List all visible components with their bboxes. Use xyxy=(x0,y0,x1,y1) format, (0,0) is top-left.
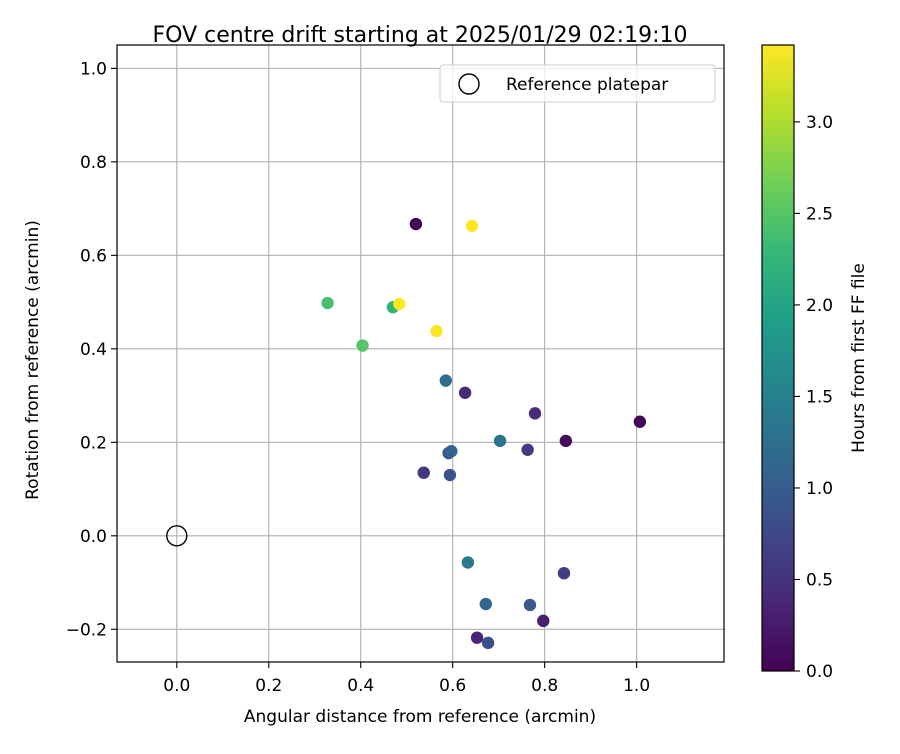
legend-marker-circle xyxy=(458,73,480,95)
data-point xyxy=(445,444,458,458)
y-axis-ticks: −0.2 0.0 0.2 0.4 0.6 0.8 1.0 xyxy=(66,59,117,640)
x-tick-label: 0.0 xyxy=(163,676,190,696)
colorbar-tick-label: 1.5 xyxy=(806,387,833,407)
reference-platepar-marker xyxy=(166,525,188,547)
x-tick-label: 0.6 xyxy=(439,676,466,696)
data-point xyxy=(439,374,452,387)
chart-title: FOV centre drift starting at 2025/01/29 … xyxy=(153,23,688,48)
y-tick-label: −0.2 xyxy=(66,620,107,640)
colorbar-tick-label: 1.0 xyxy=(806,479,833,499)
legend: Reference platepar xyxy=(439,64,716,103)
data-points xyxy=(166,217,647,650)
colorbar-tick-label: 2.0 xyxy=(806,296,833,316)
x-tick-label: 0.2 xyxy=(255,676,282,696)
y-tick-label: 0.6 xyxy=(80,246,107,266)
colorbar-tick-label: 2.5 xyxy=(806,204,833,224)
grid-lines xyxy=(117,45,724,662)
data-point xyxy=(481,636,495,650)
data-point xyxy=(528,407,542,420)
x-tick-label: 0.8 xyxy=(531,676,558,696)
x-axis-ticks: 0.0 0.2 0.4 0.6 0.8 1.0 xyxy=(163,662,650,696)
y-tick-label: 0.4 xyxy=(80,340,107,360)
colorbar-gradient xyxy=(761,44,795,672)
colorbar-ticks: 0.0 0.5 1.0 1.5 2.0 2.5 3.0 xyxy=(794,113,833,682)
data-point xyxy=(321,296,334,310)
data-point xyxy=(523,598,537,612)
x-axis-label: Angular distance from reference (arcmin) xyxy=(244,707,596,727)
data-point xyxy=(493,434,507,448)
data-point xyxy=(458,386,472,399)
data-point xyxy=(430,324,443,338)
data-point xyxy=(417,466,430,479)
y-tick-label: 0.0 xyxy=(80,527,107,547)
data-point xyxy=(559,434,573,448)
data-point xyxy=(356,339,369,352)
data-point xyxy=(557,566,571,580)
data-point xyxy=(470,631,484,644)
colorbar: 0.0 0.5 1.0 1.5 2.0 2.5 3.0 Hours from first F… xyxy=(761,44,869,682)
data-point xyxy=(521,443,534,456)
data-point xyxy=(409,217,423,231)
data-point xyxy=(443,468,457,482)
plot-frame xyxy=(116,44,725,663)
y-axis-label: Rotation from reference (arcmin) xyxy=(23,220,43,500)
y-tick-label: 0.2 xyxy=(80,433,107,453)
colorbar-tick-label: 0.0 xyxy=(806,662,833,682)
colorbar-tick-label: 0.5 xyxy=(806,570,833,590)
data-point xyxy=(537,614,550,628)
colorbar-label: Hours from first FF file xyxy=(849,263,869,453)
x-tick-label: 1.0 xyxy=(623,676,650,696)
colorbar-tick-label: 3.0 xyxy=(806,113,833,133)
x-tick-label: 0.4 xyxy=(347,676,374,696)
data-point xyxy=(633,415,647,428)
data-point xyxy=(465,219,479,233)
y-tick-label: 0.8 xyxy=(80,153,107,173)
legend-box xyxy=(439,64,716,103)
data-point xyxy=(461,556,475,569)
legend-entry-reference: Reference platepar xyxy=(506,75,668,95)
data-point xyxy=(393,297,406,311)
y-tick-label: 1.0 xyxy=(80,59,107,79)
data-point xyxy=(479,597,492,611)
